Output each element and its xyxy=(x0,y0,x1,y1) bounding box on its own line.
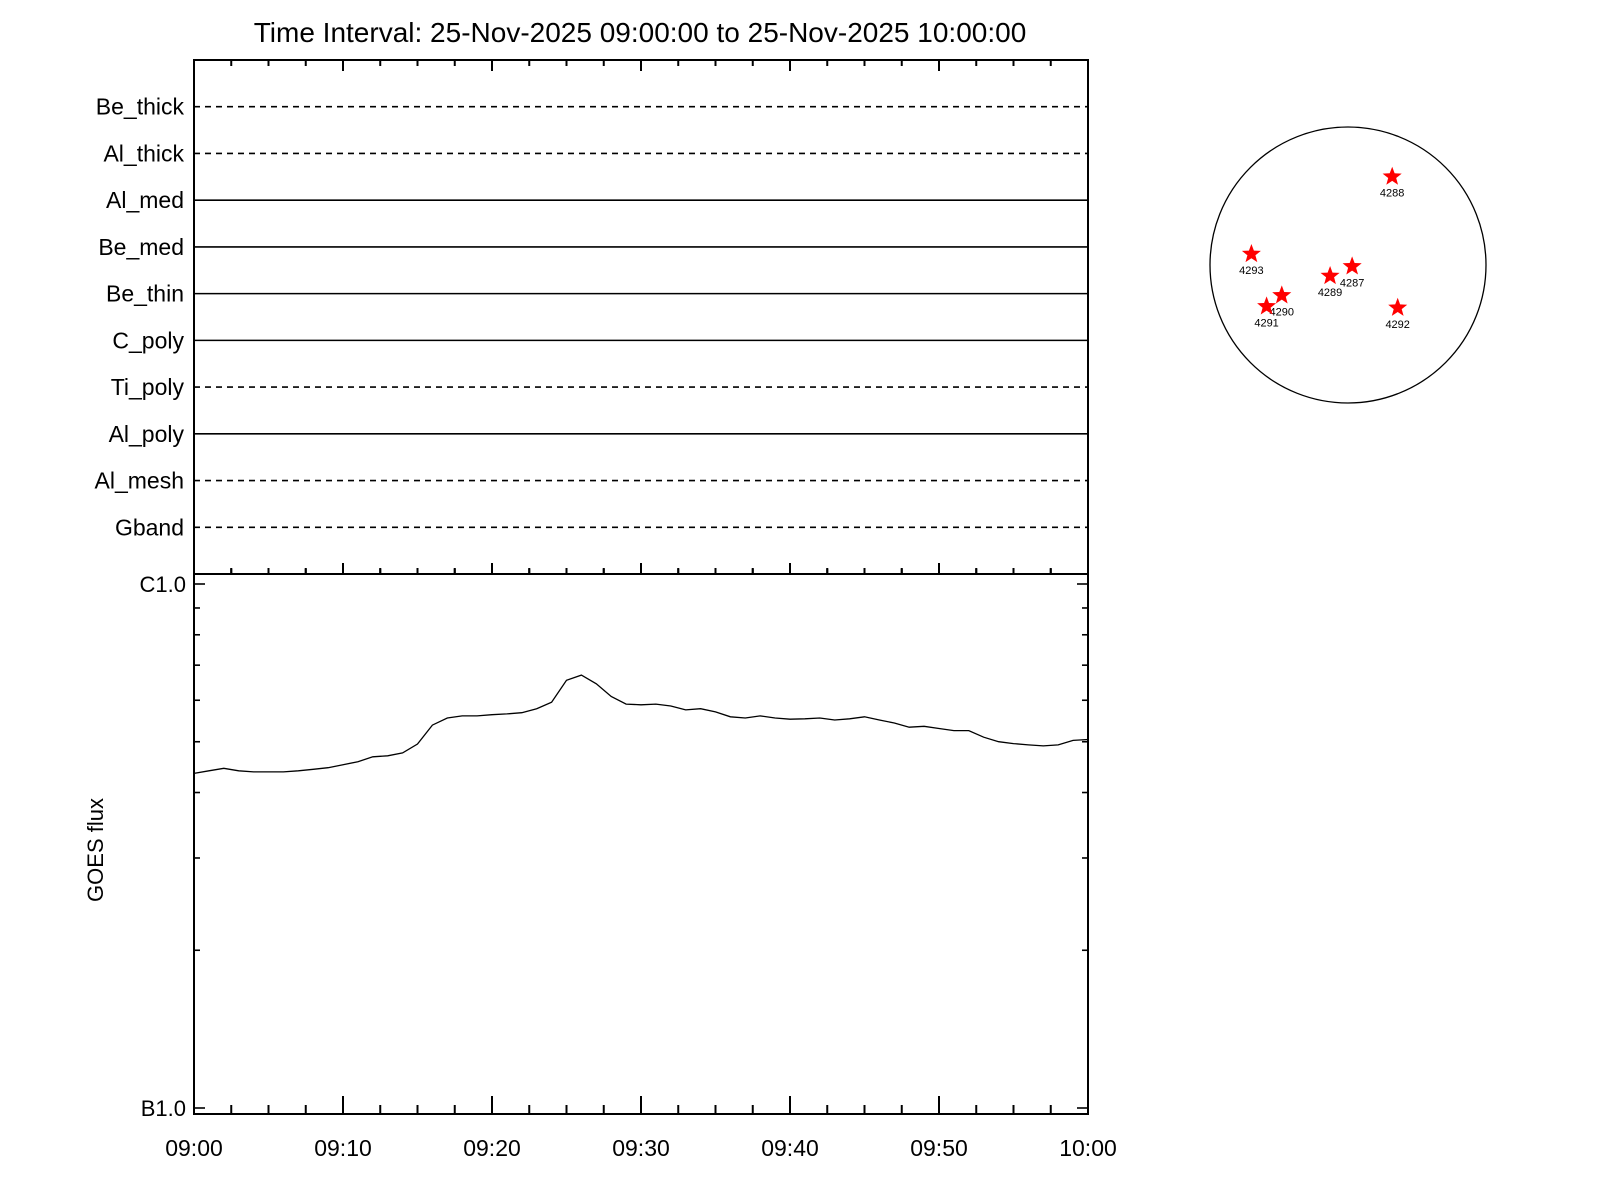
filter-row-label: Al_thick xyxy=(103,140,184,166)
filter-row-label: Al_poly xyxy=(109,421,185,447)
filter-row-label: Al_mesh xyxy=(95,468,184,494)
active-region-label: 4290 xyxy=(1270,306,1294,318)
active-region-marker xyxy=(1241,244,1261,263)
x-tick-label: 09:20 xyxy=(463,1135,521,1161)
filter-row-label: Be_thick xyxy=(96,94,185,120)
active-region-marker xyxy=(1342,256,1362,275)
x-tick-label: 09:00 xyxy=(165,1135,223,1161)
x-tick-label: 10:00 xyxy=(1059,1135,1117,1161)
goes-panel-frame xyxy=(193,573,1089,1115)
active-region-marker xyxy=(1320,266,1340,285)
x-tick-label: 09:30 xyxy=(612,1135,670,1161)
active-region-label: 4289 xyxy=(1318,287,1342,299)
filter-row-label: Ti_poly xyxy=(111,374,185,400)
filter-row-label: Be_thin xyxy=(106,281,184,307)
goes-flux-series-line xyxy=(193,674,1089,775)
active-region-marker xyxy=(1257,296,1277,315)
goes-flux-panel: B1.0 C1.0 09:00 09:10 09:20 09:30 09:40 09:50 10… xyxy=(140,563,1117,1161)
filter-row-label: C_poly xyxy=(112,327,184,353)
active-region-marker xyxy=(1382,166,1402,185)
filter-row-label: Gband xyxy=(115,514,184,540)
filter-panel: Be_thick Al_thick Al_med Be_med Be_thin C_pol… xyxy=(95,59,1089,575)
filter-panel-frame xyxy=(193,59,1089,575)
active-region-label: 4287 xyxy=(1340,277,1364,289)
x-tick-label: 09:50 xyxy=(910,1135,968,1161)
active-region-marker xyxy=(1388,297,1408,316)
active-region-label: 4288 xyxy=(1380,188,1404,200)
y-axis-label: GOES flux xyxy=(83,798,108,902)
active-region-label: 4291 xyxy=(1254,317,1278,329)
x-tick-label: 09:10 xyxy=(314,1135,372,1161)
active-region-marker xyxy=(1272,285,1292,304)
filter-row-label: Al_med xyxy=(106,187,184,213)
filter-row-label: Be_med xyxy=(98,234,184,260)
x-tick-label: 09:40 xyxy=(761,1135,819,1161)
y-tick-label: C1.0 xyxy=(140,572,186,597)
y-tick-label: B1.0 xyxy=(141,1096,186,1121)
chart-title: Time Interval: 25-Nov-2025 09:00:00 to 2… xyxy=(254,17,1027,48)
active-region-label: 4293 xyxy=(1239,265,1263,277)
solar-disk-outline xyxy=(1209,126,1487,404)
active-region-label: 4292 xyxy=(1385,319,1409,331)
